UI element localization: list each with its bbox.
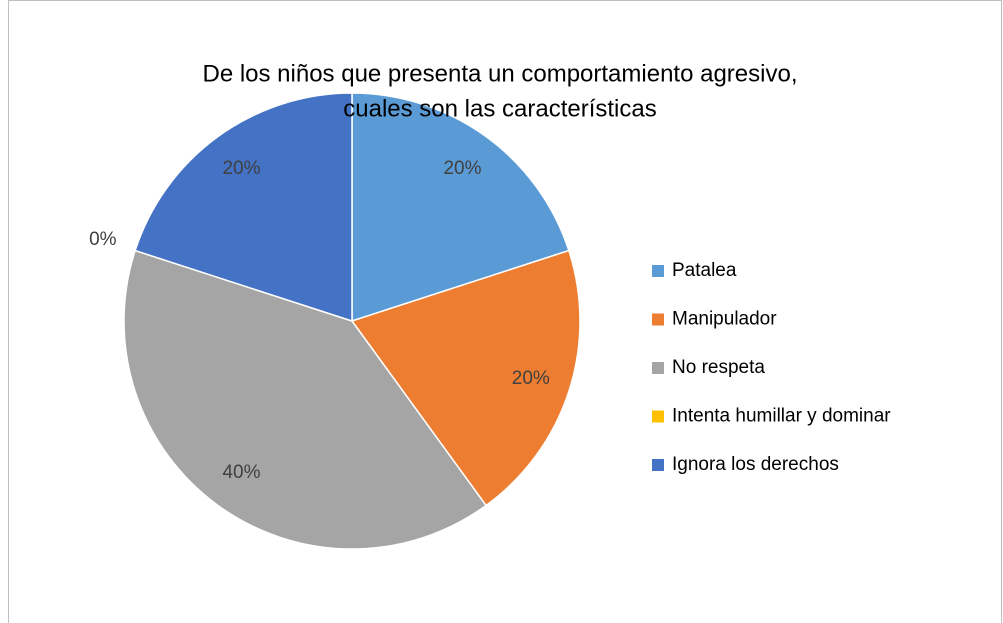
pie-slice xyxy=(351,92,570,323)
data-label: 20% xyxy=(222,158,260,179)
legend-swatch xyxy=(652,265,664,277)
chart-title: cuales son las características xyxy=(343,95,656,122)
legend-label: No respeta xyxy=(672,357,765,378)
pie-slice xyxy=(134,92,353,323)
pie-slice xyxy=(350,249,581,507)
pie-slice xyxy=(123,249,488,550)
legend-swatch xyxy=(652,362,664,374)
legend-label: Manipulador xyxy=(672,309,777,330)
legend-swatch xyxy=(652,313,664,326)
data-label: 0% xyxy=(89,229,117,250)
data-label: 20% xyxy=(443,158,481,179)
legend-label: Ignora los derechos xyxy=(672,454,839,475)
chart-title: De los niños que presenta un comportamie… xyxy=(202,60,797,87)
legend-label: Patalea xyxy=(672,260,737,281)
legend-swatch xyxy=(652,410,664,423)
data-label: 20% xyxy=(512,368,550,389)
data-label: 40% xyxy=(222,462,260,483)
legend-swatch xyxy=(652,459,664,471)
legend-label: Intenta humillar y dominar xyxy=(672,406,891,427)
